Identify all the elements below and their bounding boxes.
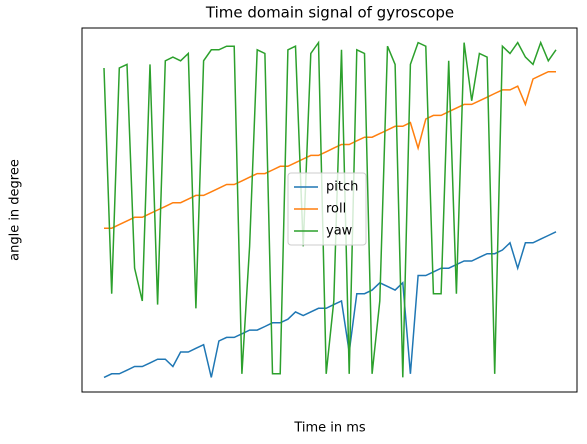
legend-label: yaw [326, 224, 353, 239]
legend-box [287, 172, 367, 246]
line-series [104, 70, 556, 229]
legend-label: roll [326, 202, 346, 217]
line-series [103, 40, 557, 378]
y-axis-label: angle in degree [8, 159, 23, 261]
plot-frame [81, 27, 578, 393]
legend-label: pitch [326, 180, 358, 195]
x-axis-label: Time in ms [293, 421, 366, 436]
line-series [103, 231, 557, 379]
chart-title: Time domain signal of gyroscope [205, 4, 454, 22]
